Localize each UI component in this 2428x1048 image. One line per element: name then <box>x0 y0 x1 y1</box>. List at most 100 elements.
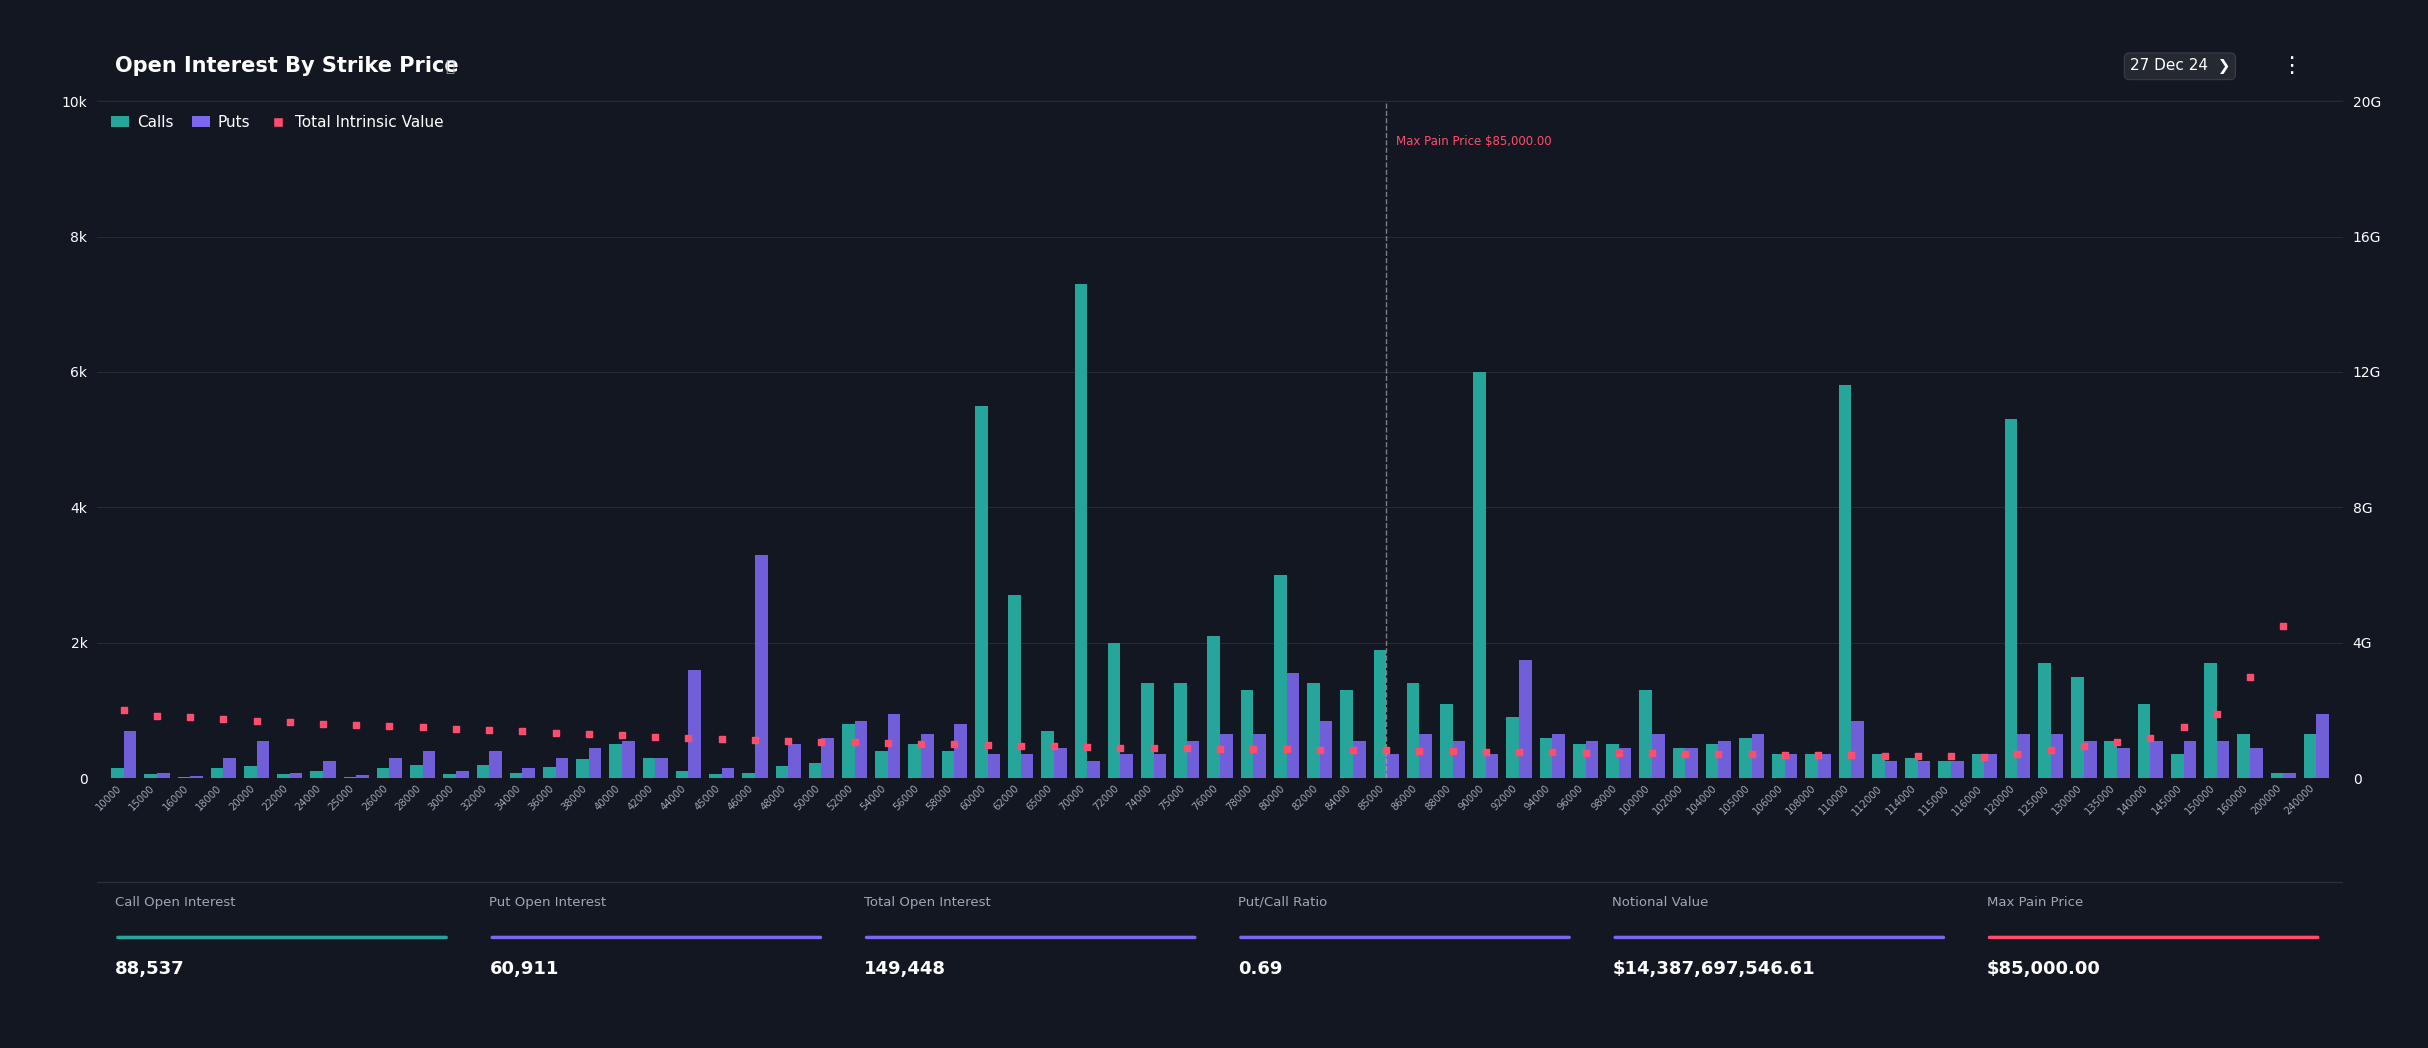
Bar <box>1452 741 1464 778</box>
Point <box>571 726 609 743</box>
Point <box>1233 741 1272 758</box>
Bar <box>2316 714 2328 778</box>
Point <box>1765 746 1804 763</box>
Point <box>238 713 277 729</box>
Bar <box>609 744 622 778</box>
Bar <box>223 758 236 778</box>
Bar <box>1719 741 1731 778</box>
Bar <box>643 758 656 778</box>
Point <box>636 728 675 745</box>
Text: 30000: 30000 <box>427 783 456 812</box>
Bar <box>1352 741 1365 778</box>
Bar <box>476 765 488 778</box>
Text: 102000: 102000 <box>1651 783 1685 816</box>
Text: 85000: 85000 <box>1357 783 1386 812</box>
Text: Put Open Interest: Put Open Interest <box>490 896 607 909</box>
Bar <box>289 772 304 778</box>
Bar <box>510 772 522 778</box>
Point <box>770 733 809 749</box>
Bar <box>1153 755 1165 778</box>
Bar <box>1685 747 1697 778</box>
Text: 200000: 200000 <box>2248 783 2282 816</box>
Bar <box>874 751 889 778</box>
Bar <box>1486 755 1498 778</box>
Point <box>1566 744 1605 761</box>
Point <box>801 734 840 750</box>
Text: 60,911: 60,911 <box>490 960 558 978</box>
Bar <box>1938 761 1952 778</box>
Text: 38000: 38000 <box>561 783 590 812</box>
Bar <box>189 777 204 778</box>
Bar <box>1020 755 1034 778</box>
Point <box>1731 746 1770 763</box>
Point <box>170 708 209 725</box>
Text: 50000: 50000 <box>792 783 821 812</box>
Bar <box>2251 747 2263 778</box>
Bar <box>721 768 733 778</box>
Text: Max Pain Price $85,000.00: Max Pain Price $85,000.00 <box>1396 135 1551 148</box>
Point <box>1433 743 1471 760</box>
Bar <box>1850 721 1865 778</box>
Point <box>1933 748 1972 765</box>
Bar <box>1088 761 1100 778</box>
Point <box>1899 747 1938 764</box>
Bar <box>843 724 855 778</box>
Bar <box>1772 755 1785 778</box>
Text: 90000: 90000 <box>1457 783 1486 812</box>
Point <box>403 719 442 736</box>
Point <box>437 720 476 737</box>
Text: 15000: 15000 <box>129 783 158 812</box>
Point <box>2064 738 2103 755</box>
Bar <box>1651 735 1666 778</box>
Bar <box>388 758 403 778</box>
Text: 24000: 24000 <box>294 783 323 812</box>
Bar <box>422 751 435 778</box>
Text: 0.69: 0.69 <box>1238 960 1282 978</box>
Point <box>1666 745 1704 762</box>
Text: $14,387,697,546.61: $14,387,697,546.61 <box>1612 960 1816 978</box>
Bar <box>243 766 257 778</box>
Text: 36000: 36000 <box>527 783 556 812</box>
Text: 62000: 62000 <box>991 783 1020 812</box>
Bar <box>1141 683 1153 778</box>
Bar <box>2236 735 2251 778</box>
Text: 54000: 54000 <box>860 783 889 812</box>
Text: 18000: 18000 <box>194 783 223 812</box>
Text: 108000: 108000 <box>1785 783 1819 816</box>
Bar <box>345 777 357 778</box>
Bar <box>1321 721 1333 778</box>
Text: 16000: 16000 <box>160 783 189 812</box>
Point <box>1998 746 2037 763</box>
Point <box>270 714 308 730</box>
Bar <box>855 721 867 778</box>
Bar <box>954 724 966 778</box>
Text: 120000: 120000 <box>1984 783 2018 816</box>
Bar <box>177 777 189 778</box>
Point <box>1501 743 1539 760</box>
Text: 130000: 130000 <box>2049 783 2083 816</box>
Bar <box>2105 741 2117 778</box>
Bar <box>1872 755 1884 778</box>
Point <box>969 737 1008 754</box>
Bar <box>675 771 690 778</box>
Bar <box>1306 683 1321 778</box>
Bar <box>488 751 503 778</box>
Bar <box>1119 755 1134 778</box>
Bar <box>1241 691 1253 778</box>
Text: 26000: 26000 <box>359 783 388 812</box>
Bar <box>1806 755 1819 778</box>
Bar <box>1420 735 1433 778</box>
Point <box>2098 734 2137 750</box>
Bar <box>410 765 422 778</box>
Bar <box>1406 683 1420 778</box>
Point <box>537 724 575 741</box>
Text: 98000: 98000 <box>1590 783 1619 812</box>
Bar <box>2270 772 2282 778</box>
Bar <box>1607 744 1619 778</box>
Text: 78000: 78000 <box>1224 783 1253 812</box>
Bar <box>2282 772 2297 778</box>
Bar <box>809 763 821 778</box>
Bar <box>311 771 323 778</box>
Point <box>1600 744 1639 761</box>
Text: 115000: 115000 <box>1918 783 1952 817</box>
